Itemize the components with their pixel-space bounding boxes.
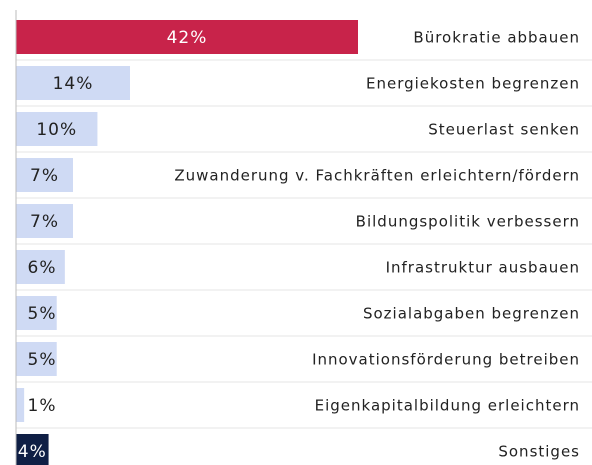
value-label: 6% xyxy=(28,258,57,278)
category-label: Innovationsförderung betreiben xyxy=(312,351,580,369)
category-label: Sonstiges xyxy=(498,443,580,461)
category-label: Energiekosten begrenzen xyxy=(366,75,580,93)
value-label: 7% xyxy=(30,166,59,186)
bar xyxy=(16,250,65,284)
value-label: 4% xyxy=(18,442,47,462)
category-label: Steuerlast senken xyxy=(428,121,580,139)
bar xyxy=(16,342,57,376)
category-label: Bürokratie abbauen xyxy=(413,29,580,47)
value-label: 5% xyxy=(28,304,57,324)
value-label: 5% xyxy=(28,350,57,370)
bar xyxy=(16,20,358,54)
bar xyxy=(16,434,49,465)
value-label: 42% xyxy=(167,28,208,48)
bar xyxy=(16,388,25,422)
category-label: Bildungspolitik verbessern xyxy=(356,213,580,231)
value-label: 10% xyxy=(36,120,77,140)
bar xyxy=(16,158,73,192)
category-label: Zuwanderung v. Fachkräften erleichtern/f… xyxy=(174,167,580,185)
category-label: Eigenkapitalbildung erleichtern xyxy=(315,397,580,415)
category-label: Infrastruktur ausbauen xyxy=(386,259,580,277)
value-label: 7% xyxy=(30,212,59,232)
bar xyxy=(16,296,57,330)
bar xyxy=(16,204,73,238)
bar xyxy=(16,112,98,146)
value-label: 14% xyxy=(53,74,94,94)
bar xyxy=(16,66,130,100)
value-label: 1% xyxy=(28,396,57,416)
category-label: Sozialabgaben begrenzen xyxy=(363,305,580,323)
